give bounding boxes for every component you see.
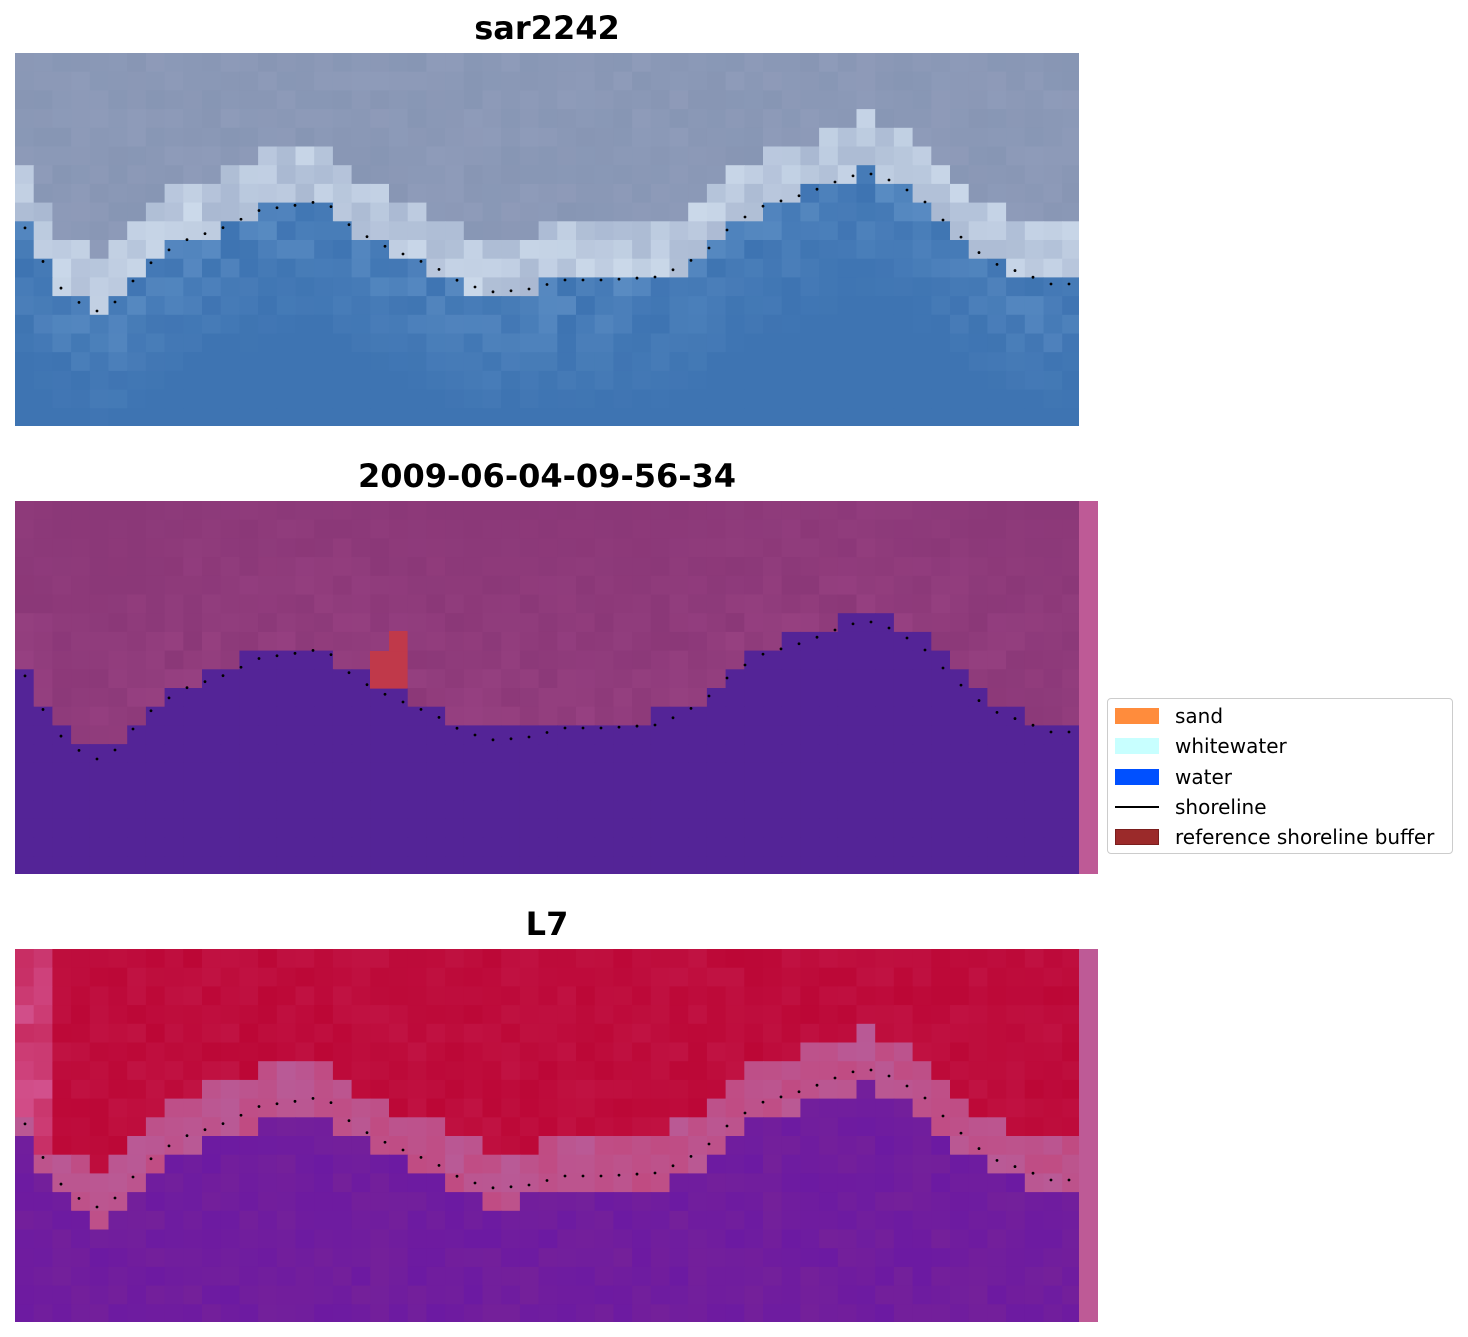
legend-label: whitewater (1175, 734, 1287, 758)
legend-item-buffer: reference shoreline buffer (1115, 825, 1434, 849)
legend: sand whitewater water shoreline referenc… (1107, 698, 1453, 854)
sand-swatch (1115, 708, 1159, 724)
shoreline-swatch (1115, 806, 1159, 808)
legend-label: shoreline (1175, 795, 1267, 819)
classified-image (15, 501, 1098, 874)
legend-item-sand: sand (1115, 704, 1223, 728)
legend-item-water: water (1115, 765, 1232, 789)
panel-title-rgb: sar2242 (474, 9, 620, 47)
shoreline-dots (23, 172, 1071, 313)
shoreline-dots (23, 620, 1071, 761)
legend-item-shoreline: shoreline (1115, 795, 1267, 819)
water-swatch (1115, 769, 1159, 785)
rgb-image (15, 53, 1079, 426)
legend-item-whitewater: whitewater (1115, 734, 1287, 758)
legend-label: reference shoreline buffer (1175, 825, 1435, 849)
whitewater-swatch (1115, 738, 1159, 754)
panel-title-index: L7 (525, 905, 569, 943)
index-image-panel (15, 949, 1098, 1322)
shoreline-dots (23, 1068, 1071, 1209)
index-image (15, 949, 1098, 1322)
panel-title-classified: 2009-06-04-09-56-34 (357, 457, 737, 495)
legend-label: sand (1175, 704, 1224, 728)
classified-image-panel (15, 501, 1098, 874)
rgb-image-panel (15, 53, 1079, 426)
legend-label: water (1175, 765, 1232, 789)
buffer-swatch (1115, 829, 1159, 845)
